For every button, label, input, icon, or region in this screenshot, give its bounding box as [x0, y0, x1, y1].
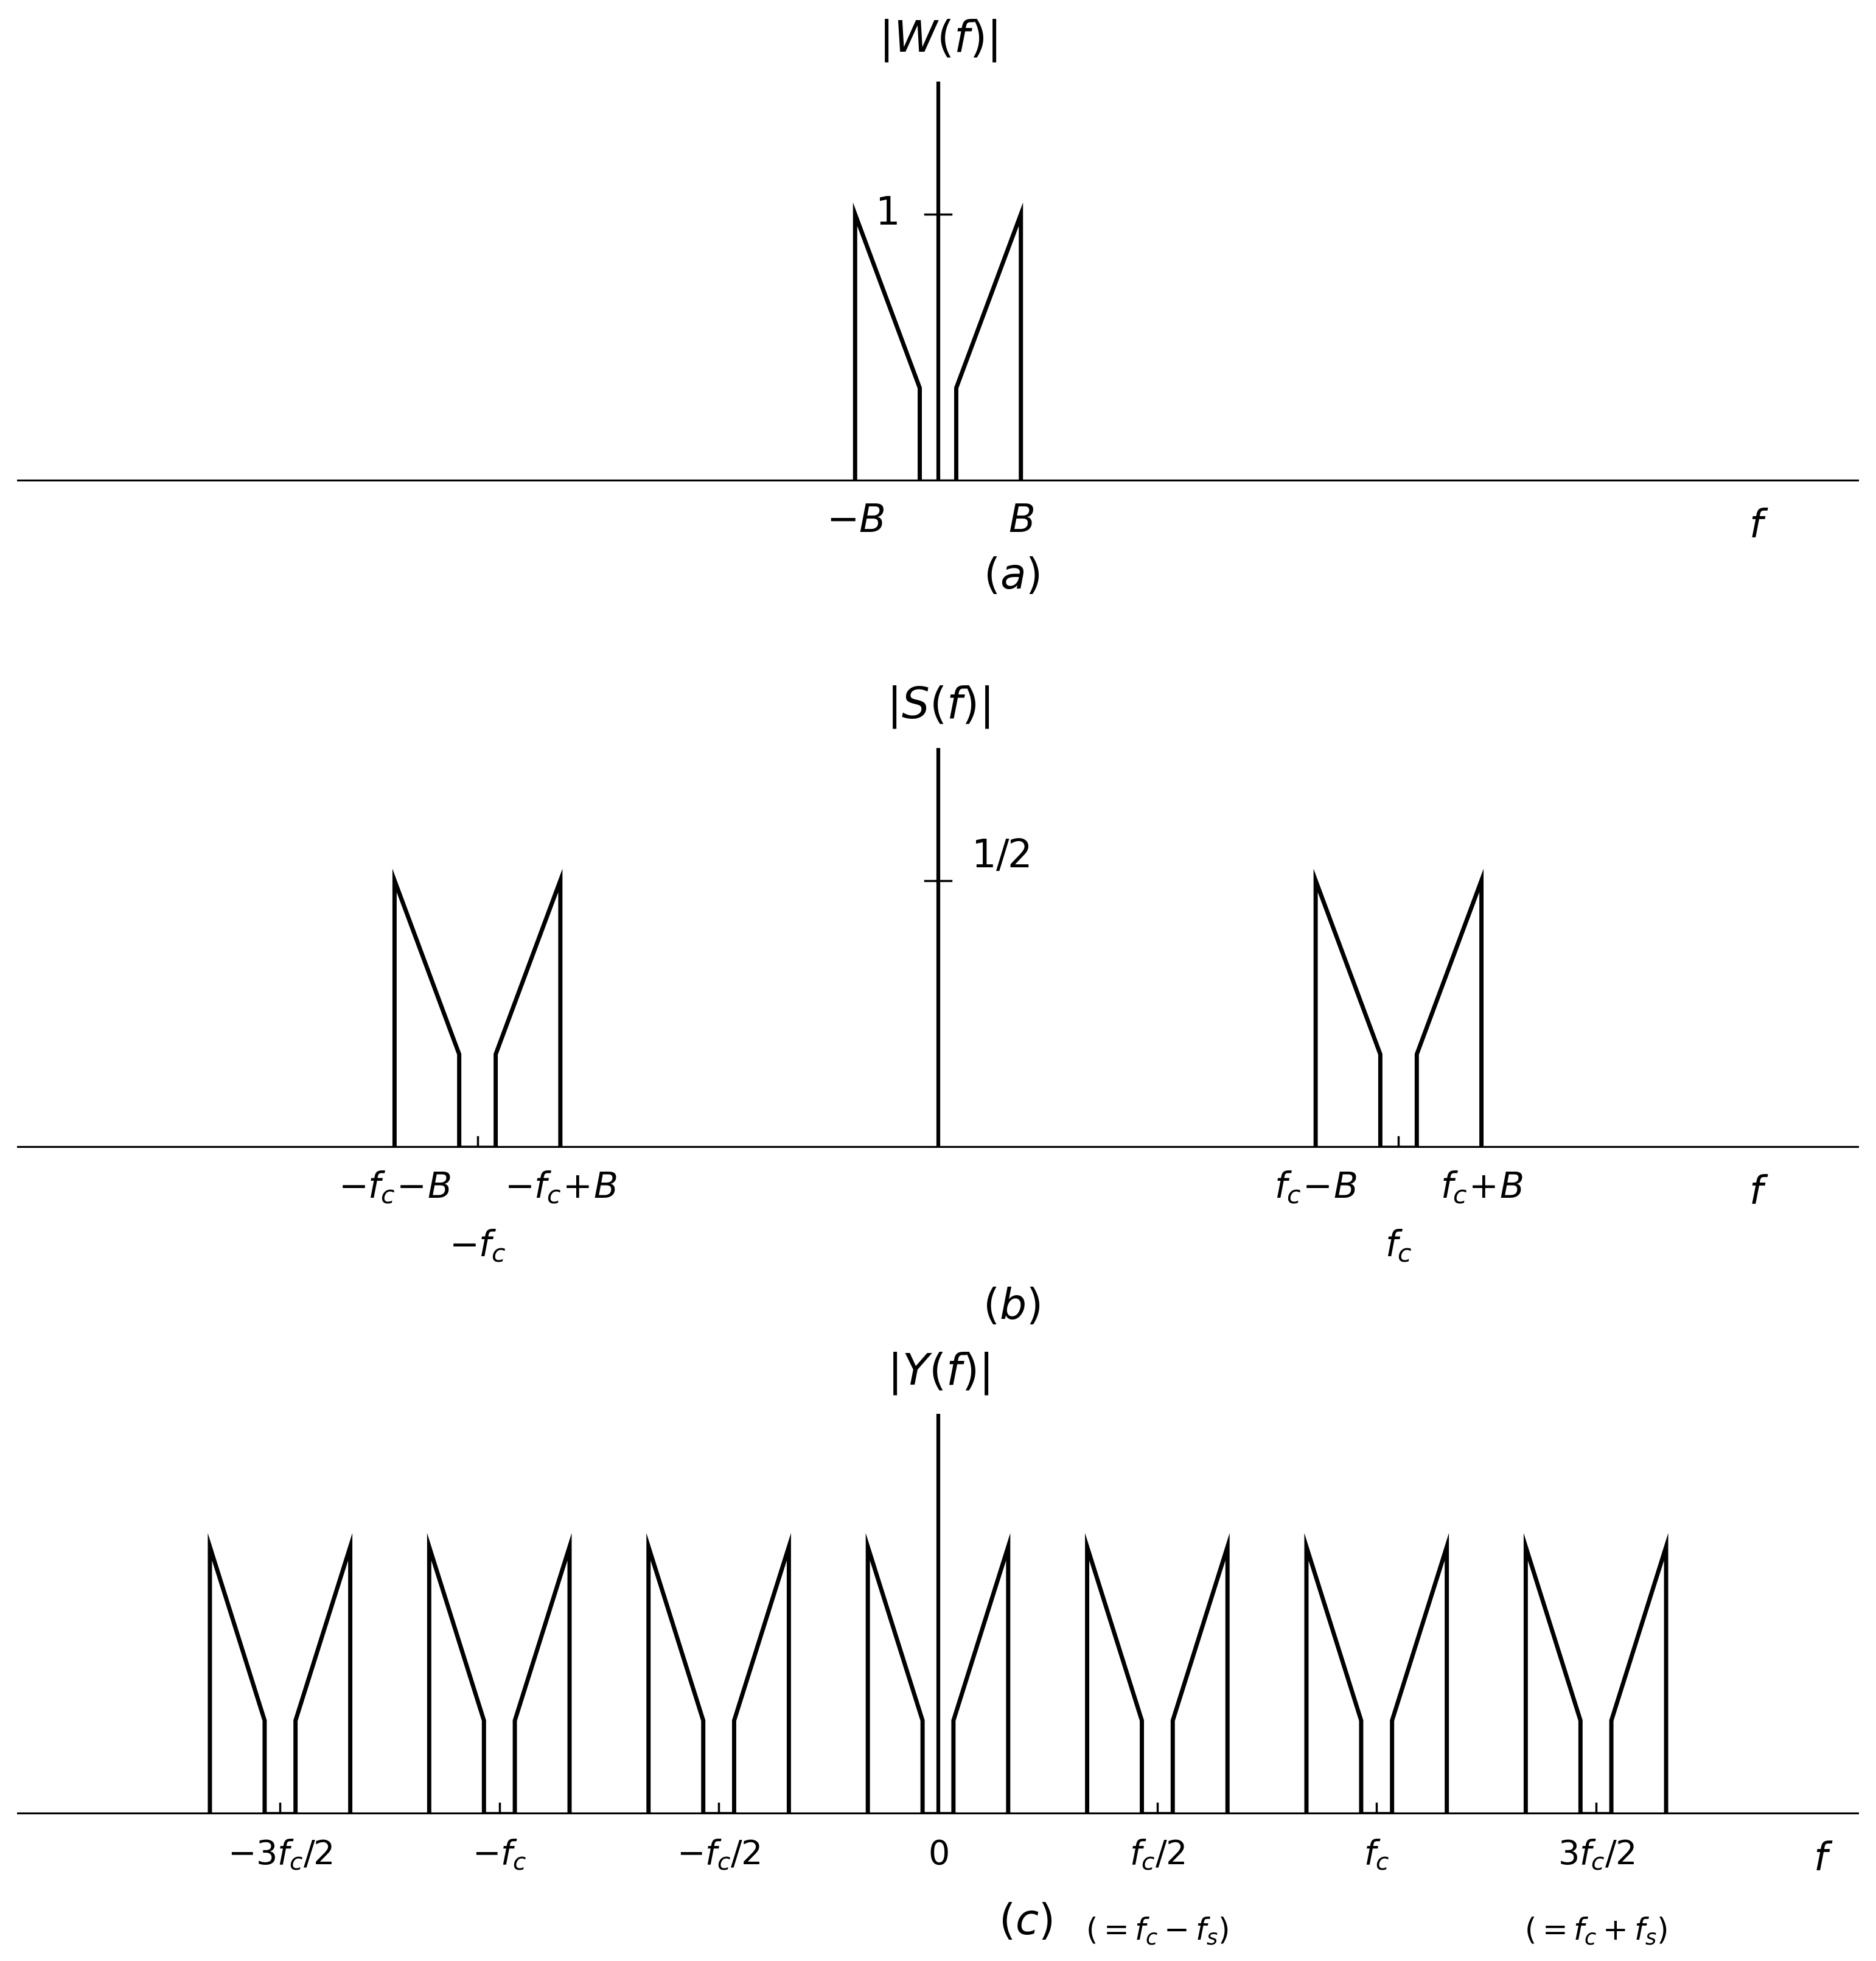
Text: $-f_c\!+\!B$: $-f_c\!+\!B$: [505, 1169, 617, 1206]
Text: $|Y(f)|$: $|Y(f)|$: [887, 1351, 989, 1396]
Text: $-f_c\!-\!B$: $-f_c\!-\!B$: [338, 1169, 450, 1206]
Text: $0$: $0$: [929, 1837, 947, 1871]
Text: $-f_c$: $-f_c$: [473, 1837, 527, 1871]
Text: $f_c\!-\!B$: $f_c\!-\!B$: [1274, 1169, 1356, 1206]
Text: $-B$: $-B$: [825, 502, 884, 541]
Text: $-f_c$: $-f_c$: [448, 1228, 507, 1265]
Text: $(b)$: $(b)$: [983, 1286, 1041, 1328]
Text: $3f_c/2$: $3f_c/2$: [1557, 1837, 1634, 1871]
Text: $(=f_c+f_s)$: $(=f_c+f_s)$: [1525, 1916, 1668, 1947]
Text: $1/2$: $1/2$: [972, 837, 1030, 875]
Text: $f_c\!+\!B$: $f_c\!+\!B$: [1441, 1169, 1523, 1206]
Text: $-3f_c/2$: $-3f_c/2$: [227, 1837, 332, 1871]
Text: $|S(f)|$: $|S(f)|$: [887, 684, 989, 729]
Text: $f$: $f$: [1812, 1841, 1833, 1879]
Text: $f_c/2$: $f_c/2$: [1129, 1837, 1186, 1871]
Text: $1$: $1$: [874, 196, 897, 233]
Text: $f$: $f$: [1748, 1175, 1769, 1212]
Text: $(=f_c-f_s)$: $(=f_c-f_s)$: [1086, 1916, 1229, 1947]
Text: $B$: $B$: [1007, 502, 1034, 541]
Text: $|W(f)|$: $|W(f)|$: [878, 18, 998, 63]
Text: $(c)$: $(c)$: [998, 1902, 1052, 1943]
Text: $f_c$: $f_c$: [1364, 1837, 1390, 1871]
Text: $f$: $f$: [1748, 508, 1769, 545]
Text: $-f_c/2$: $-f_c/2$: [677, 1837, 760, 1871]
Text: $(a)$: $(a)$: [983, 557, 1039, 596]
Text: $f_c$: $f_c$: [1384, 1228, 1413, 1265]
